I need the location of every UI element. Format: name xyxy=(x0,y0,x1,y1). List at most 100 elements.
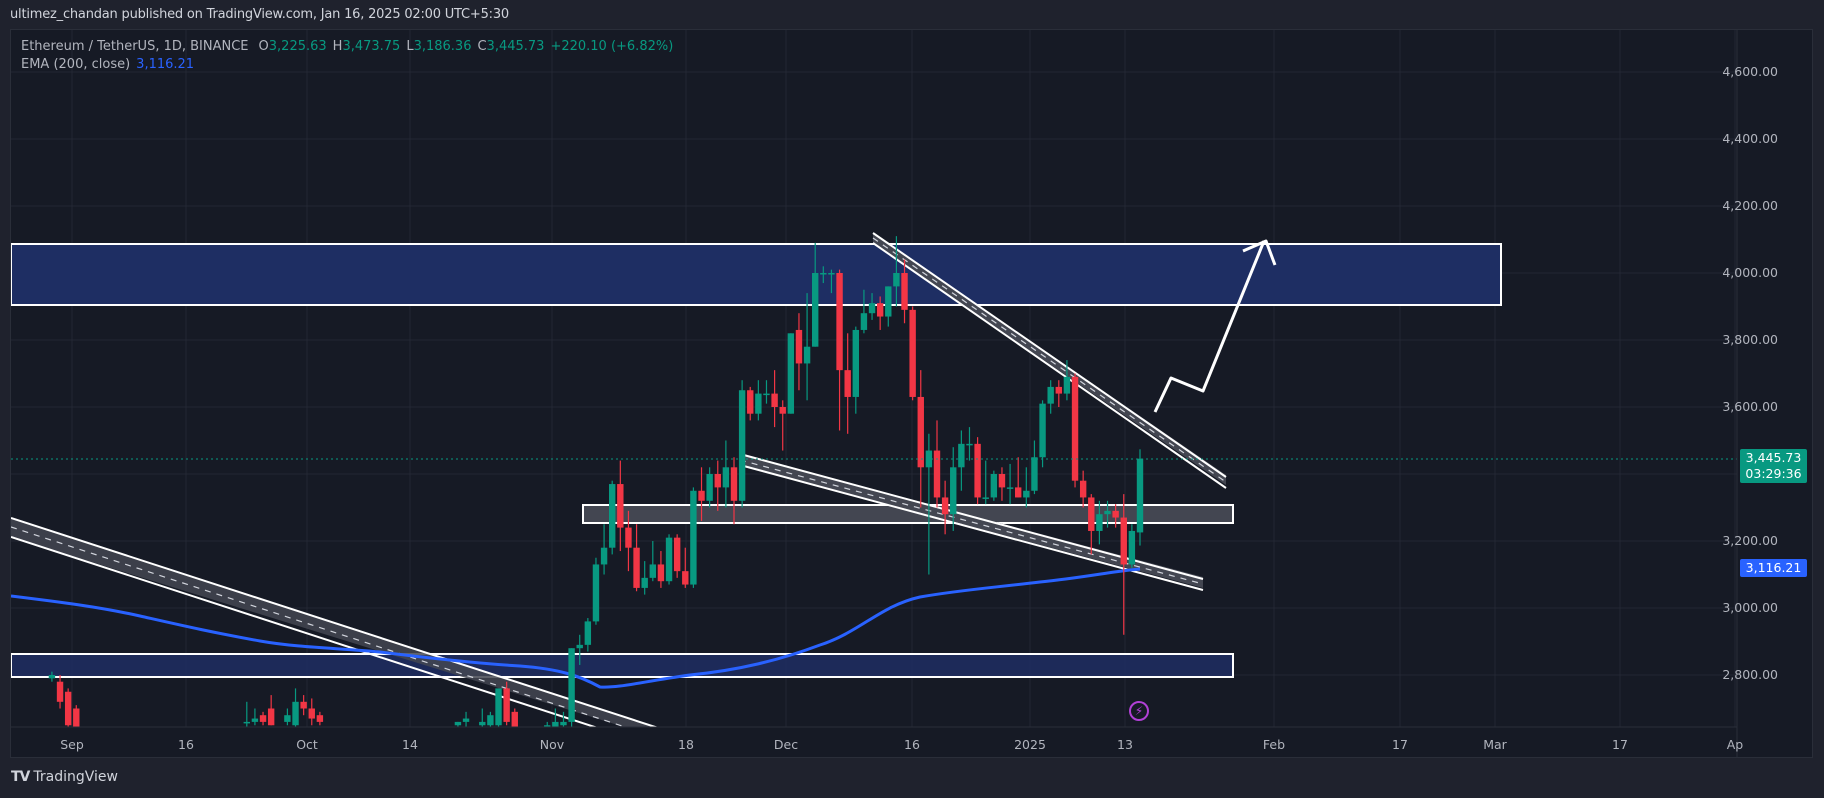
candle[interactable] xyxy=(998,474,1006,488)
candle[interactable] xyxy=(885,286,892,317)
candle[interactable] xyxy=(1079,480,1087,498)
candle[interactable] xyxy=(812,273,819,347)
candle[interactable] xyxy=(763,393,770,396)
candle[interactable] xyxy=(308,708,315,719)
candle[interactable] xyxy=(316,715,324,722)
candle[interactable] xyxy=(844,370,851,397)
candle[interactable] xyxy=(609,484,616,548)
candle[interactable] xyxy=(73,708,80,729)
candle[interactable] xyxy=(292,701,299,726)
candle[interactable] xyxy=(909,309,916,397)
candle[interactable] xyxy=(682,571,689,585)
candle[interactable] xyxy=(982,497,989,499)
candle[interactable] xyxy=(803,346,811,364)
candle[interactable] xyxy=(722,467,730,488)
candle[interactable] xyxy=(966,443,973,446)
candle[interactable] xyxy=(503,688,510,722)
candle[interactable] xyxy=(868,303,876,314)
candle[interactable] xyxy=(544,725,551,728)
candle[interactable] xyxy=(933,450,941,498)
candle[interactable] xyxy=(673,537,681,572)
footer-brand[interactable]: TV TradingView xyxy=(11,769,118,785)
candle[interactable] xyxy=(48,675,56,679)
candle[interactable] xyxy=(1015,487,1022,498)
candle[interactable] xyxy=(251,718,259,722)
candle[interactable] xyxy=(487,715,494,726)
candle[interactable] xyxy=(641,577,648,588)
projection-arrow[interactable] xyxy=(1153,239,1277,413)
candle[interactable] xyxy=(625,527,632,548)
candle[interactable] xyxy=(243,721,250,724)
candle[interactable] xyxy=(1071,376,1079,481)
candle[interactable] xyxy=(665,537,673,582)
candle[interactable] xyxy=(64,691,72,726)
candle[interactable] xyxy=(552,721,559,729)
candle[interactable] xyxy=(755,393,762,414)
candle[interactable] xyxy=(1063,376,1071,394)
candle[interactable] xyxy=(925,450,933,468)
candle[interactable] xyxy=(852,329,859,397)
candle[interactable] xyxy=(771,393,778,407)
candle[interactable] xyxy=(795,329,803,364)
candle[interactable] xyxy=(592,564,600,622)
candle[interactable] xyxy=(698,490,705,501)
candle[interactable] xyxy=(730,467,738,501)
candle[interactable] xyxy=(738,390,746,501)
candle[interactable] xyxy=(657,564,665,582)
candle[interactable] xyxy=(600,547,608,565)
candle[interactable] xyxy=(1136,458,1144,533)
candle[interactable] xyxy=(479,721,486,726)
candle[interactable] xyxy=(860,313,868,330)
candle[interactable] xyxy=(454,721,462,726)
candle[interactable] xyxy=(267,708,275,726)
candle[interactable] xyxy=(958,443,965,468)
candle[interactable] xyxy=(259,715,267,722)
candle[interactable] xyxy=(1104,510,1111,515)
candle[interactable] xyxy=(990,474,998,498)
candle[interactable] xyxy=(462,718,470,722)
candle[interactable] xyxy=(1006,487,1014,489)
candle[interactable] xyxy=(901,273,908,310)
candle[interactable] xyxy=(1120,517,1127,565)
candle[interactable] xyxy=(974,443,981,498)
candle[interactable] xyxy=(617,484,624,528)
candle[interactable] xyxy=(1088,497,1095,531)
candle[interactable] xyxy=(1023,490,1030,498)
candle[interactable] xyxy=(941,497,949,515)
candle[interactable] xyxy=(576,644,583,649)
candle[interactable] xyxy=(560,721,567,726)
candle[interactable] xyxy=(649,564,656,578)
candle[interactable] xyxy=(495,688,502,726)
long-term-trendline[interactable] xyxy=(11,517,680,745)
candle[interactable] xyxy=(779,407,786,414)
candle[interactable] xyxy=(300,701,307,709)
candle[interactable] xyxy=(1047,386,1054,404)
candle[interactable] xyxy=(706,474,713,501)
candle[interactable] xyxy=(690,490,697,585)
candle[interactable] xyxy=(917,396,924,468)
candle[interactable] xyxy=(1128,530,1136,565)
candle[interactable] xyxy=(893,273,900,287)
candle[interactable] xyxy=(1031,457,1038,491)
candle[interactable] xyxy=(787,333,795,414)
resistance-zone[interactable] xyxy=(11,243,1502,306)
lower-support-zone[interactable] xyxy=(11,653,1234,678)
upper-trendline[interactable] xyxy=(872,232,1227,489)
candle[interactable] xyxy=(584,621,592,645)
candle[interactable] xyxy=(828,273,835,275)
candle[interactable] xyxy=(1112,510,1119,518)
ema-200-line[interactable] xyxy=(11,567,1141,689)
candle[interactable] xyxy=(284,715,291,722)
candle[interactable] xyxy=(950,467,957,515)
candle[interactable] xyxy=(1055,386,1062,394)
candlesticks[interactable] xyxy=(48,236,1144,729)
symbol-title[interactable]: Ethereum / TetherUS, 1D, BINANCE xyxy=(21,39,249,54)
candle[interactable] xyxy=(820,273,827,275)
lightning-icon[interactable]: ⚡︎ xyxy=(1129,701,1149,721)
candle[interactable] xyxy=(1096,514,1103,531)
candle[interactable] xyxy=(876,303,884,317)
candle[interactable] xyxy=(568,648,575,722)
ema-label[interactable]: EMA (200, close) xyxy=(21,57,131,72)
candle[interactable] xyxy=(1039,403,1046,458)
